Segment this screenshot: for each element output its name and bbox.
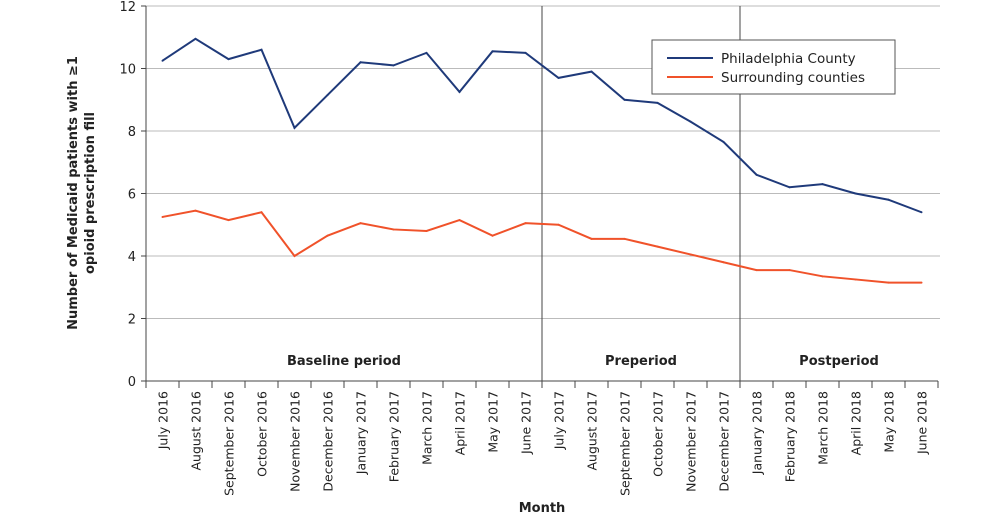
data-point: [293, 126, 296, 129]
x-tick-label: December 2017: [717, 391, 732, 492]
y-axis-title-line1: Number of Medicaid patients with ≥1: [66, 56, 81, 330]
x-tick-label: April 2018: [849, 391, 864, 455]
series-line-0: [161, 37, 922, 214]
data-point: [623, 237, 626, 240]
y-tick-label: 2: [128, 313, 136, 328]
x-tick-label: November 2017: [684, 391, 699, 492]
data-point: [260, 211, 263, 214]
x-tick-label: August 2017: [585, 391, 600, 471]
x-tick-label: June 2018: [915, 391, 930, 455]
data-point: [821, 275, 824, 278]
data-point: [722, 261, 725, 264]
legend-label-surrounding: Surrounding counties: [721, 70, 865, 86]
legend: Philadelphia County Surrounding counties: [651, 39, 896, 95]
x-tick-label: January 2017: [354, 391, 369, 475]
data-point: [227, 58, 230, 61]
y-tick-label: 8: [128, 125, 136, 140]
x-tick-label: March 2018: [816, 391, 831, 465]
x-tick-label: September 2016: [222, 391, 237, 496]
data-point: [227, 219, 230, 222]
data-point: [689, 120, 692, 123]
legend-label-philadelphia: Philadelphia County: [721, 51, 856, 67]
period-label: Postperiod: [799, 354, 879, 369]
data-point: [854, 192, 857, 195]
data-point: [161, 215, 164, 218]
x-tick-label: November 2016: [288, 391, 303, 492]
x-tick-label: September 2017: [618, 391, 633, 496]
data-point: [458, 219, 461, 222]
x-tick-label: October 2016: [255, 391, 270, 477]
y-tick-label: 6: [128, 188, 136, 203]
y-tick-label: 4: [128, 250, 136, 265]
data-point: [194, 209, 197, 212]
data-point: [920, 211, 923, 214]
x-tick-label: July 2016: [156, 391, 171, 450]
x-tick-label: January 2018: [750, 391, 765, 475]
y-axis-title-line2: opioid prescription fill: [83, 112, 98, 274]
data-point: [590, 237, 593, 240]
data-point: [854, 278, 857, 281]
x-tick-label: April 2017: [453, 391, 468, 455]
data-point: [326, 234, 329, 237]
x-tick-label: August 2016: [189, 391, 204, 471]
data-point: [755, 173, 758, 176]
data-point: [722, 140, 725, 143]
data-point: [821, 183, 824, 186]
data-point: [656, 245, 659, 248]
data-point: [458, 90, 461, 93]
data-point: [689, 253, 692, 256]
data-point: [557, 76, 560, 79]
x-tick-label: December 2016: [321, 391, 336, 492]
y-tick-label: 0: [128, 375, 136, 390]
data-point: [524, 51, 527, 54]
data-point: [359, 222, 362, 225]
data-point: [788, 186, 791, 189]
data-point: [161, 59, 164, 62]
data-point: [392, 64, 395, 67]
x-axis-title: Month: [519, 501, 566, 516]
data-point: [326, 94, 329, 97]
data-point: [425, 230, 428, 232]
data-point: [194, 37, 197, 40]
series-line-1: [162, 209, 922, 284]
data-point: [491, 234, 494, 237]
x-tick-label: March 2017: [420, 391, 435, 465]
data-point: [260, 48, 263, 51]
x-tick-label: February 2018: [783, 391, 798, 482]
x-tick-label: May 2017: [486, 391, 501, 453]
x-tick-label: May 2018: [882, 391, 897, 453]
data-point: [425, 51, 428, 54]
data-point: [590, 70, 593, 73]
x-tick-label: February 2017: [387, 391, 402, 482]
data-point: [392, 228, 395, 231]
y-tick-label: 10: [119, 63, 136, 78]
x-tick-label: October 2017: [651, 391, 666, 477]
data-point: [557, 223, 560, 226]
x-tick-label: June 2017: [519, 391, 534, 455]
data-point: [656, 101, 659, 104]
data-point: [920, 281, 923, 284]
period-label: Preperiod: [605, 354, 677, 369]
data-point: [359, 61, 362, 64]
data-point: [887, 281, 890, 284]
data-point: [524, 222, 527, 225]
data-point: [623, 98, 626, 101]
y-tick-label: 12: [119, 0, 136, 15]
period-label: Baseline period: [287, 354, 401, 369]
data-point: [755, 269, 758, 272]
data-point: [293, 255, 296, 257]
data-point: [887, 198, 890, 201]
x-tick-label: July 2017: [552, 391, 567, 450]
data-point: [491, 50, 494, 53]
data-point: [788, 269, 791, 272]
